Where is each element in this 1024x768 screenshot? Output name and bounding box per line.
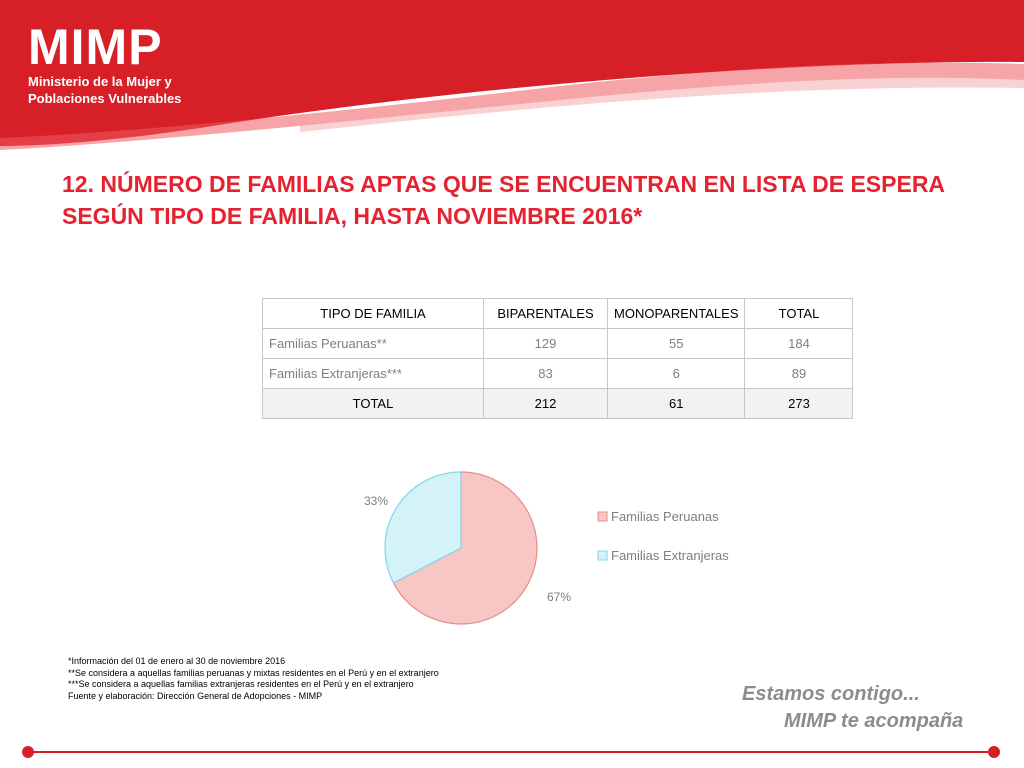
- logo-line-1: Ministerio de la Mujer y: [28, 74, 172, 89]
- cell-total-total: 273: [744, 388, 854, 419]
- footnote-3: ***Se considera a aquellas familias extr…: [68, 679, 414, 689]
- pie-label-1: 67%: [547, 590, 571, 604]
- cell-row1-monoparentales: 55: [606, 328, 746, 359]
- footnotes: *Información del 01 de enero al 30 de no…: [68, 656, 439, 702]
- header-tipo-familia: TIPO DE FAMILIA: [262, 298, 484, 329]
- cell-total-biparentales: 212: [483, 388, 608, 419]
- footnote-1: *Información del 01 de enero al 30 de no…: [68, 656, 286, 666]
- cell-row2-type: Familias Extranjeras***: [262, 358, 484, 389]
- pie-chart: 67% 33% Familias Peruanas Familias Extranje…: [340, 462, 780, 642]
- cell-row2-total: 89: [744, 358, 854, 389]
- mimp-logo: MIMP Ministerio de la Mujer y Poblacione…: [28, 22, 181, 106]
- header-monoparentales: MONOPARENTALES: [606, 298, 746, 329]
- header-total: TOTAL: [744, 298, 854, 329]
- pie-label-2: 33%: [364, 494, 388, 508]
- header-background: [0, 0, 1024, 150]
- cell-row2-biparentales: 83: [483, 358, 608, 389]
- slogan-line-2: MIMP te acompaña: [784, 710, 964, 732]
- table-total-row: TOTAL 212 61 273: [262, 388, 854, 419]
- pie-slice-familias-peruanas: [392, 471, 538, 625]
- footnote-2: **Se considera a aquellas familias perua…: [68, 667, 439, 678]
- logo-line-2: Poblaciones Vulnerables: [28, 91, 182, 106]
- cell-row1-biparentales: 129: [483, 328, 608, 359]
- families-table: TIPO DE FAMILIA BIPARENTALES MONOPARENTA…: [262, 298, 854, 419]
- divider-dot-left: [22, 746, 34, 758]
- pie-slice-familias-extranjeras: [384, 471, 462, 584]
- legend-label-1: Familias Peruanas: [611, 509, 719, 524]
- legend-swatch-1: [597, 511, 608, 522]
- logo-brand: MIMP: [28, 19, 163, 75]
- cell-row1-total: 184: [744, 328, 854, 359]
- header-banner: MIMP Ministerio de la Mujer y Poblacione…: [0, 0, 1024, 150]
- divider-dot-right: [988, 746, 1000, 758]
- bottom-divider: [30, 751, 994, 753]
- table-row: Familias Peruanas** 129 55 184: [262, 328, 854, 359]
- cell-total-monoparentales: 61: [606, 388, 746, 419]
- cell-total-label: TOTAL: [262, 388, 484, 419]
- page-title: 12. NÚMERO DE FAMILIAS APTAS QUE SE ENCU…: [62, 168, 972, 232]
- legend-swatch-2: [597, 550, 608, 561]
- title-line-2: SEGÚN TIPO DE FAMILIA, HASTA NOVIEMBRE 2…: [62, 203, 643, 229]
- table-header-row: TIPO DE FAMILIA BIPARENTALES MONOPARENTA…: [262, 298, 854, 329]
- table-row: Familias Extranjeras*** 83 6 89: [262, 358, 854, 389]
- legend-label-2: Familias Extranjeras: [611, 548, 729, 563]
- title-line-1: 12. NÚMERO DE FAMILIAS APTAS QUE SE ENCU…: [62, 171, 946, 197]
- pie-chart-svg: 67% 33% Familias Peruanas Familias Extranje…: [364, 471, 729, 625]
- cell-row2-monoparentales: 6: [606, 358, 746, 389]
- footnote-source: Fuente y elaboración: Dirección General …: [68, 690, 323, 701]
- header-biparentales: BIPARENTALES: [483, 298, 608, 329]
- cell-row1-type: Familias Peruanas**: [262, 328, 484, 359]
- slogan-line-1: Estamos contigo...: [742, 683, 920, 705]
